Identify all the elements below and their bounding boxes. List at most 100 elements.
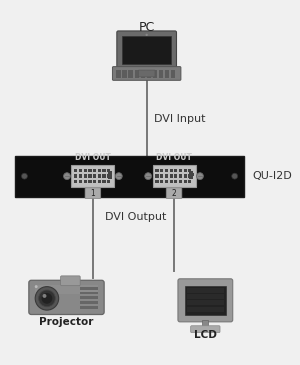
Bar [179,180,182,183]
Bar [122,36,171,64]
Bar [103,169,106,172]
Bar [165,73,169,75]
Bar [169,174,173,178]
Bar [103,174,106,178]
Bar [108,171,112,178]
Bar [147,73,151,75]
Bar [165,76,169,78]
Bar [174,180,177,183]
FancyBboxPatch shape [61,276,80,286]
Bar [84,174,87,178]
Bar [134,76,139,78]
Bar [202,320,208,328]
Bar [165,70,169,72]
Bar [189,171,193,178]
Circle shape [35,287,59,310]
Bar [171,73,175,75]
Bar [98,180,101,183]
Bar [108,173,112,176]
Bar [171,76,175,78]
Bar [174,169,177,172]
Bar [160,169,163,172]
Bar [153,76,157,78]
FancyBboxPatch shape [117,31,176,69]
Bar [165,180,168,183]
Bar [71,165,114,187]
Circle shape [39,290,55,307]
Bar [122,76,127,78]
Bar [103,180,106,183]
Bar [80,306,98,309]
Bar [79,180,82,183]
Bar [188,174,191,178]
Bar [74,174,77,178]
Bar [80,292,98,295]
FancyBboxPatch shape [191,326,220,333]
Text: QU-I2D: QU-I2D [252,171,292,181]
Bar [147,70,151,72]
Bar [80,301,98,304]
Bar [98,174,101,178]
Circle shape [196,173,203,180]
Bar [93,180,96,183]
Bar [187,288,224,292]
FancyBboxPatch shape [178,279,233,322]
Bar [165,169,168,172]
Bar [188,169,191,172]
FancyBboxPatch shape [29,280,104,315]
Bar [98,169,101,172]
Bar [165,174,168,178]
Bar [155,169,159,172]
Bar [116,73,121,75]
Bar [184,169,187,172]
Circle shape [22,173,27,179]
Bar [79,169,82,172]
Bar [128,73,133,75]
Bar [184,174,187,178]
FancyBboxPatch shape [85,188,101,199]
Bar [159,70,163,72]
Bar [187,300,224,305]
Bar [93,169,96,172]
Bar [93,174,96,178]
Bar [35,285,98,295]
Bar [141,76,145,78]
Bar [152,165,196,187]
Bar [159,76,163,78]
Text: DVI Input: DVI Input [154,115,206,124]
Bar [88,174,92,178]
Bar [122,73,127,75]
Circle shape [35,285,38,288]
Bar [116,76,121,78]
Bar [155,180,159,183]
Bar [134,70,139,72]
Bar [134,73,139,75]
Bar [15,155,244,197]
Bar [80,296,98,299]
Bar [179,169,182,172]
Bar [74,180,77,183]
Bar [187,307,224,312]
Circle shape [42,293,52,304]
Bar [160,174,163,178]
Bar [184,180,187,183]
FancyBboxPatch shape [138,70,155,77]
Bar [74,169,77,172]
Circle shape [232,173,238,179]
Bar [84,180,87,183]
Text: DVI OUT: DVI OUT [156,153,192,162]
Bar [155,174,159,178]
Circle shape [64,173,70,180]
Bar [107,169,110,172]
Circle shape [116,173,122,180]
Bar [128,70,133,72]
Bar [159,73,163,75]
Bar [128,76,133,78]
Bar [107,174,110,178]
Circle shape [145,173,152,180]
Bar [153,70,157,72]
Text: 2: 2 [172,189,176,198]
Circle shape [146,34,148,36]
Bar [171,70,175,72]
Bar [88,169,92,172]
